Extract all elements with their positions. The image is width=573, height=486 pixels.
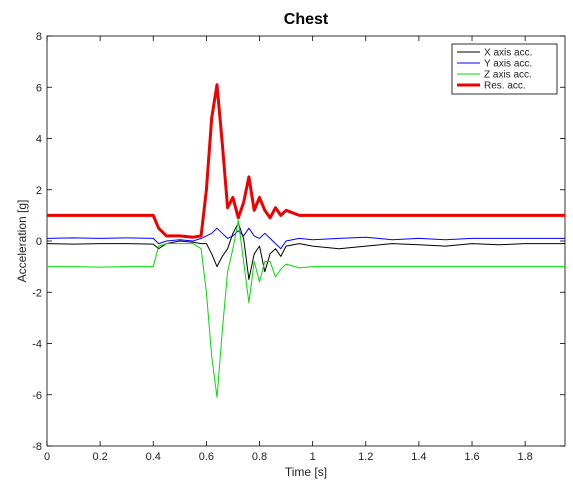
x-tick-label: 0.2: [92, 451, 107, 463]
legend: X axis acc.Y axis acc.Z axis acc.Res. ac…: [451, 43, 558, 95]
x-tick-label: 1: [310, 451, 316, 463]
y-tick-label: -8: [32, 441, 42, 453]
y-tick-label: 8: [36, 31, 42, 43]
x-tick-label: 0.8: [252, 451, 267, 463]
series-line-y-axis-acc: [46, 227, 565, 250]
y-tick-label: -6: [32, 390, 42, 402]
y-tick-label: 2: [36, 185, 42, 197]
y-tick-label: -4: [32, 339, 42, 351]
legend-label: Z axis acc.: [484, 70, 532, 81]
x-tick-label: 1.2: [358, 451, 373, 463]
y-axis-label: Acceleration [g]: [15, 200, 29, 283]
x-tick-label: 1.8: [518, 451, 533, 463]
x-tick-label: 0: [44, 451, 50, 463]
series-line-res-acc: [47, 83, 565, 239]
legend-label: Y axis acc.: [484, 59, 532, 70]
y-tick-label: 6: [36, 82, 42, 94]
plot-area: [46, 35, 566, 447]
series-line-z-axis-acc: [47, 220, 565, 398]
x-axis-label: Time [s]: [285, 465, 327, 479]
y-tick-label: -2: [32, 287, 42, 299]
x-tick-label: 1.6: [464, 451, 479, 463]
legend-label: Res. acc.: [484, 81, 526, 92]
axis-ticks: 0 0.2 0.4 0.6 0.8 1 1.2 1.4 1.6 1.8 -8 -6 -4 -2 0 2 4 6 8: [32, 31, 565, 463]
x-tick-label: 1.4: [411, 451, 426, 463]
y-tick-label: 4: [36, 134, 42, 146]
chart-title: Chest: [284, 11, 329, 28]
series-lines: [46, 83, 565, 398]
x-tick-label: 0.4: [146, 451, 161, 463]
x-tick-label: 0.6: [199, 451, 214, 463]
y-tick-label: 0: [36, 236, 42, 248]
legend-label: X axis acc.: [484, 48, 532, 59]
